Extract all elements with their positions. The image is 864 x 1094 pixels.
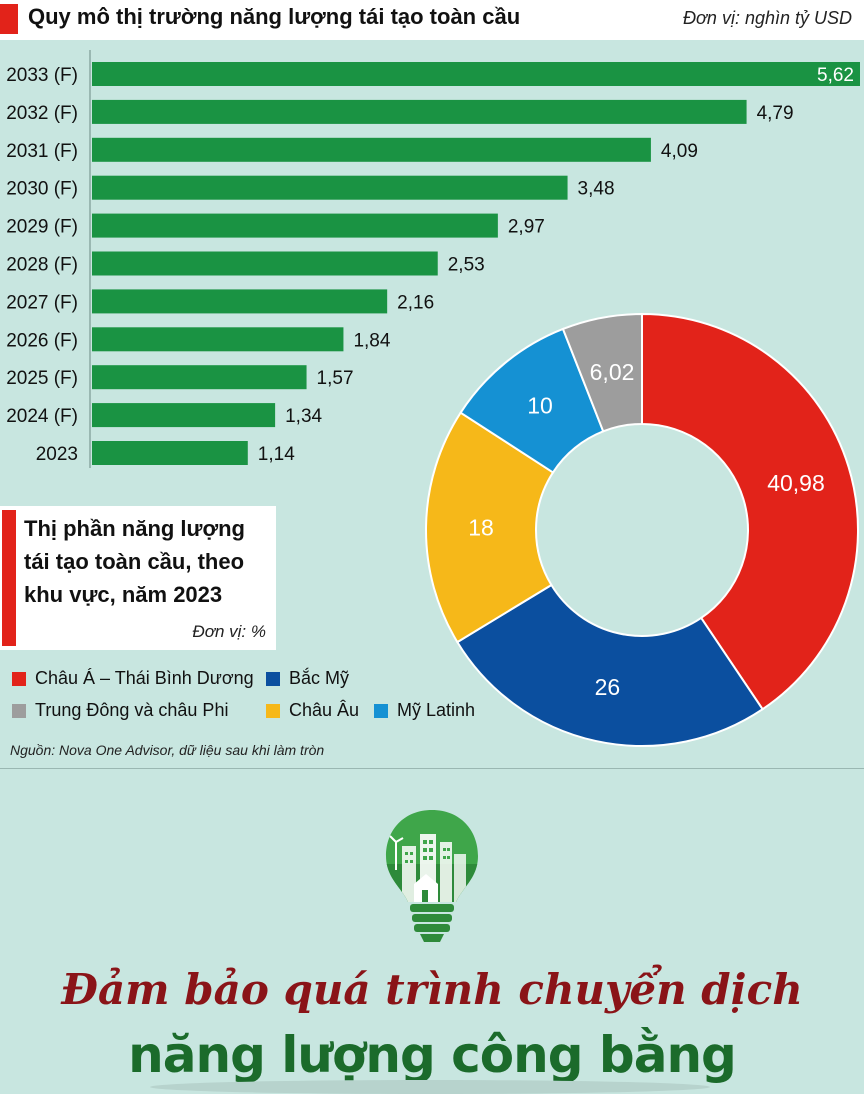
- bar-value-label: 1,34: [285, 406, 322, 427]
- bar-chart-unit: Đơn vị: nghìn tỷ USD: [683, 8, 852, 28]
- donut-slice: [561, 312, 643, 433]
- bar: [92, 327, 344, 352]
- banner-line-1: Đảm bảo quá trình chuyển dịch: [61, 965, 803, 1014]
- bar-category-label: 2023: [36, 444, 78, 465]
- bar-value-label: 2,97: [508, 217, 545, 238]
- bar-category-label: 2024 (F): [6, 406, 78, 427]
- donut-chart: 40,98 26 18 10 6,02: [425, 312, 859, 747]
- donut-slice-label: 6,02: [590, 359, 635, 385]
- bar-value-label: 1,57: [317, 368, 354, 389]
- banner-line-2: năng lượng công bằng: [128, 1026, 737, 1084]
- bar: [92, 289, 388, 314]
- lightbulb-city-icon: [386, 810, 478, 942]
- bar-chart: 2033 (F) 5,62 2032 (F) 4,79 2031 (F) 4,09 2030…: [6, 50, 860, 468]
- bar-value-label: 3,48: [578, 179, 615, 200]
- bar: [92, 175, 568, 200]
- legend-label: Trung Đông và châu Phi: [35, 700, 229, 720]
- donut-title-accent-bar: [2, 510, 16, 646]
- legend-label: Châu Á – Thái Bình Dương: [35, 668, 254, 688]
- divider: [0, 768, 864, 769]
- bar-value-label: 2,53: [448, 255, 485, 276]
- donut-slice-label: 40,98: [767, 470, 825, 496]
- bar-value-label: 5,62: [817, 65, 854, 86]
- legend-swatch: [374, 703, 388, 718]
- legend-item: Châu Á – Thái Bình Dương: [12, 668, 254, 689]
- bar-category-label: 2026 (F): [6, 330, 78, 351]
- legend-item: Bắc Mỹ: [266, 668, 349, 689]
- legend-label: Bắc Mỹ: [289, 668, 350, 688]
- bar: [92, 62, 860, 86]
- donut-chart-title: Thị phần năng lượng tái tạo toàn cầu, th…: [24, 516, 245, 607]
- bar-chart-title: Quy mô thị trường năng lượng tái tạo toà…: [28, 4, 521, 29]
- donut-slice-label: 26: [595, 674, 621, 700]
- bar-category-label: 2033 (F): [6, 65, 78, 86]
- header-accent-bar: [0, 4, 18, 34]
- legend-item: Mỹ Latinh: [374, 700, 475, 721]
- bar-category-label: 2032 (F): [6, 103, 78, 124]
- bar-value-label: 1,14: [258, 444, 295, 465]
- bar-category-label: 2027 (F): [6, 292, 78, 313]
- legend-swatch: [266, 671, 280, 686]
- donut-slice-label: 10: [527, 392, 553, 418]
- bar: [92, 213, 498, 238]
- bar-category-label: 2028 (F): [6, 255, 78, 276]
- bar-value-label: 2,16: [397, 292, 434, 313]
- legend-label: Mỹ Latinh: [397, 700, 476, 720]
- bar-value-label: 4,09: [661, 141, 698, 162]
- bar-category-label: 2025 (F): [6, 368, 78, 389]
- legend-swatch: [266, 703, 280, 718]
- legend-swatch: [12, 703, 26, 718]
- bar-value-label: 1,84: [353, 330, 390, 351]
- bar: [92, 251, 438, 276]
- bar-category-label: 2029 (F): [6, 217, 78, 238]
- bar-category-label: 2031 (F): [6, 141, 78, 162]
- legend-label: Châu Âu: [289, 700, 360, 720]
- bar: [92, 365, 307, 390]
- legend-item: Trung Đông và châu Phi: [12, 700, 228, 721]
- legend-swatch: [12, 671, 26, 686]
- bar: [92, 99, 747, 124]
- bar-value-label: 4,79: [757, 103, 794, 124]
- donut-slice: [641, 312, 859, 711]
- donut-slice: [425, 411, 555, 644]
- bar: [92, 137, 651, 162]
- bar: [92, 403, 276, 428]
- donut-title-box: Thị phần năng lượng tái tạo toàn cầu, th…: [0, 506, 276, 650]
- donut-chart-unit: Đơn vị: %: [192, 622, 266, 641]
- banner-shadow: [150, 1080, 710, 1094]
- source-note: Nguồn: Nova One Advisor, dữ liệu sau khi…: [10, 742, 325, 758]
- bar-category-label: 2030 (F): [6, 179, 78, 200]
- bar-chart-header: Quy mô thị trường năng lượng tái tạo toà…: [0, 0, 864, 40]
- donut-slice-label: 18: [468, 515, 494, 541]
- legend-item: Châu Âu: [266, 700, 359, 721]
- donut-slice: [455, 583, 764, 747]
- bar: [92, 441, 248, 465]
